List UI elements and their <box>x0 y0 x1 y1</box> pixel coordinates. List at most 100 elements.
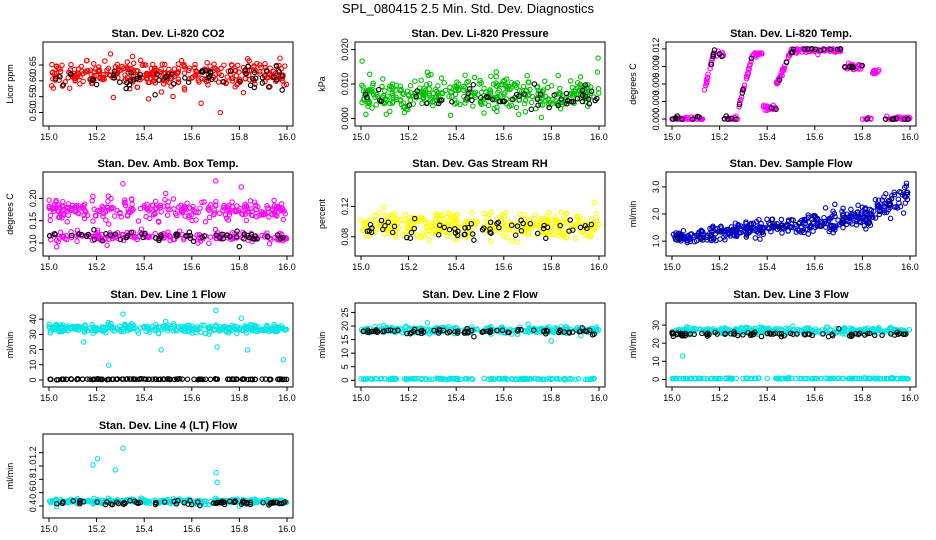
data-point <box>111 75 117 81</box>
data-point <box>124 376 131 382</box>
data-point <box>248 212 255 218</box>
data-point <box>494 327 500 334</box>
data-point <box>470 103 476 109</box>
data-point <box>510 96 516 103</box>
data-point <box>736 230 743 236</box>
data-point <box>264 203 270 209</box>
data-point <box>426 228 432 234</box>
data-point <box>444 376 450 383</box>
data-point <box>745 71 751 77</box>
data-point <box>369 225 375 231</box>
data-point <box>741 227 748 234</box>
data-point <box>161 326 168 332</box>
data-point <box>152 211 158 217</box>
data-point <box>360 97 367 103</box>
data-point <box>544 213 550 220</box>
data-point <box>52 76 59 82</box>
data-point <box>259 74 266 81</box>
data-point <box>588 216 595 223</box>
x-tick-label: 15.0 <box>663 132 681 142</box>
data-point <box>152 501 159 508</box>
data-point <box>189 74 196 80</box>
data-point <box>119 231 125 238</box>
data-point <box>402 211 409 218</box>
data-point <box>231 323 237 330</box>
data-point <box>104 242 110 249</box>
x-tick-label: 15.6 <box>183 132 201 142</box>
x-tick-label: 16.0 <box>901 262 919 272</box>
data-point <box>191 64 198 71</box>
data-point <box>705 71 711 77</box>
data-point <box>139 62 146 69</box>
data-point <box>233 231 240 237</box>
data-point <box>687 331 694 337</box>
data-point <box>829 331 835 338</box>
x-tick-label: 16.0 <box>590 262 608 272</box>
data-point <box>489 96 496 103</box>
series-primary <box>48 51 290 116</box>
data-point <box>542 78 548 85</box>
y-tick-label: 20 <box>340 321 350 331</box>
data-point <box>513 104 520 111</box>
data-point <box>487 219 494 226</box>
data-point <box>242 75 249 82</box>
data-point <box>156 77 162 83</box>
data-point <box>232 208 239 215</box>
data-point <box>49 206 56 212</box>
data-point <box>435 232 442 238</box>
data-point <box>549 227 555 234</box>
data-point <box>433 375 439 382</box>
data-point <box>532 212 538 218</box>
data-point <box>366 228 372 234</box>
data-point <box>258 64 264 71</box>
data-point <box>174 70 181 77</box>
data-point <box>239 376 246 383</box>
data-point <box>449 93 455 100</box>
data-point <box>68 61 74 68</box>
data-point <box>593 210 599 217</box>
panel-title: Stan. Dev. Line 4 (LT) Flow <box>99 420 238 432</box>
data-point <box>195 77 202 84</box>
data-point <box>213 66 219 72</box>
series-secondary <box>364 215 595 243</box>
data-point <box>403 376 409 382</box>
data-point <box>100 210 107 217</box>
data-point <box>548 338 555 344</box>
x-tick-label: 15.8 <box>854 132 872 142</box>
data-point <box>558 96 564 102</box>
data-point <box>876 324 882 331</box>
data-point <box>370 80 376 87</box>
y-tick-label: 10 <box>340 348 350 358</box>
data-point <box>249 75 256 82</box>
data-point <box>401 109 408 116</box>
data-point <box>233 234 240 240</box>
data-point <box>487 88 494 94</box>
data-point <box>557 85 563 92</box>
data-point <box>85 497 92 504</box>
data-point <box>94 376 101 382</box>
data-point <box>187 232 194 239</box>
data-point <box>683 375 690 382</box>
data-point <box>359 99 365 106</box>
data-point <box>134 328 141 334</box>
x-tick-label: 15.4 <box>447 393 465 403</box>
data-point <box>815 223 821 229</box>
data-point <box>449 99 455 105</box>
x-tick-label: 15.2 <box>400 393 418 403</box>
data-point <box>551 92 557 98</box>
series-secondary <box>52 63 285 98</box>
data-point <box>465 78 471 84</box>
data-point <box>259 80 266 86</box>
data-point <box>515 111 522 117</box>
data-point <box>875 197 882 203</box>
data-point <box>466 86 473 92</box>
data-point <box>373 102 379 108</box>
data-point <box>416 93 422 100</box>
data-point <box>119 376 125 382</box>
data-point <box>426 81 433 87</box>
data-point <box>454 232 461 239</box>
data-point <box>418 376 425 383</box>
data-point <box>499 327 506 333</box>
data-point <box>546 104 552 111</box>
data-point <box>206 73 213 80</box>
